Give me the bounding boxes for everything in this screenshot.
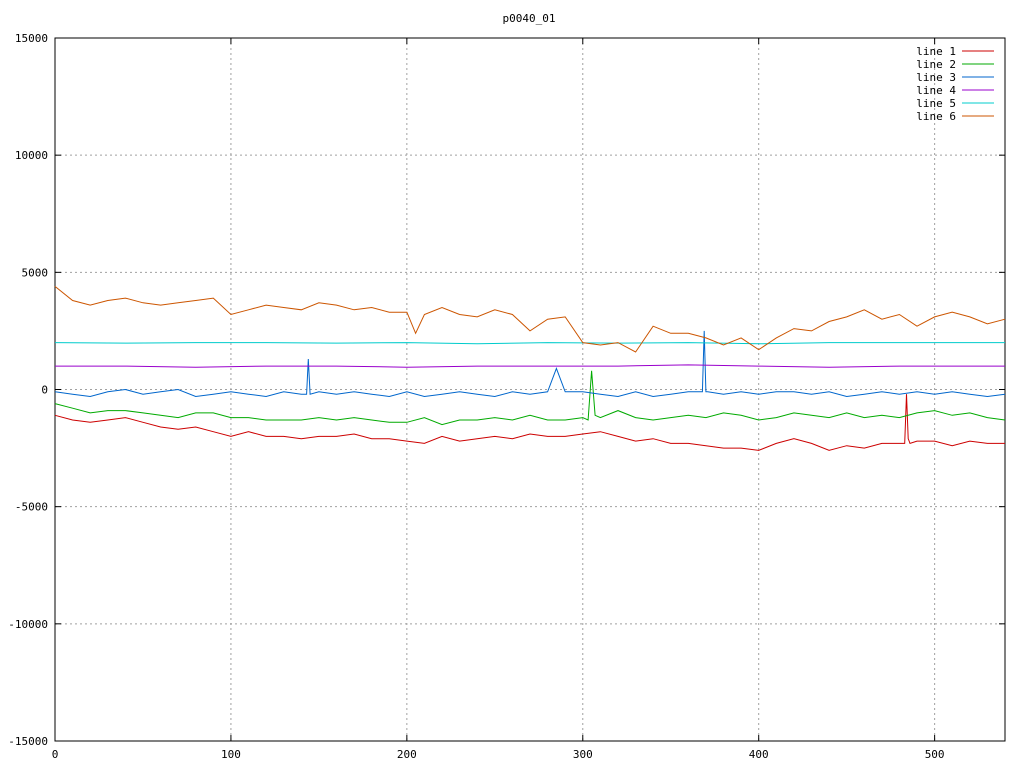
legend-label-2: line 2 bbox=[916, 58, 956, 71]
legend-label-1: line 1 bbox=[916, 45, 956, 58]
series-line-2 bbox=[54, 370, 1006, 426]
chart-title: p0040_01 bbox=[503, 12, 556, 25]
y-tick-label: -10000 bbox=[8, 618, 48, 631]
y-tick-label: 0 bbox=[41, 384, 48, 397]
axis-ticks: 0 100 200 300 400 500 -15000 -10000 -5000 0 5000 10… bbox=[8, 32, 1005, 761]
legend-label-6: line 6 bbox=[916, 110, 956, 123]
x-tick-label: 0 bbox=[52, 748, 59, 761]
series-line-5 bbox=[54, 342, 1005, 345]
y-tick-label: 5000 bbox=[22, 266, 49, 279]
series-line-6 bbox=[54, 286, 1006, 353]
legend-label-4: line 4 bbox=[916, 84, 956, 97]
x-tick-label: 300 bbox=[573, 748, 593, 761]
y-tick-label: -15000 bbox=[8, 735, 48, 748]
series-line-1 bbox=[54, 394, 1005, 451]
x-tick-label: 200 bbox=[397, 748, 417, 761]
y-tick-label: 10000 bbox=[15, 149, 48, 162]
y-tick-label: 15000 bbox=[15, 32, 48, 45]
legend-label-5: line 5 bbox=[916, 97, 956, 110]
series-line-3 bbox=[54, 330, 1006, 398]
y-tick-label: -5000 bbox=[15, 501, 48, 514]
series-group bbox=[54, 286, 1006, 451]
legend-label-3: line 3 bbox=[916, 71, 956, 84]
grid-lines bbox=[55, 38, 1005, 741]
x-tick-label: 500 bbox=[925, 748, 945, 761]
x-tick-label: 400 bbox=[749, 748, 769, 761]
x-tick-label: 100 bbox=[221, 748, 241, 761]
series-line-4 bbox=[55, 364, 1005, 368]
